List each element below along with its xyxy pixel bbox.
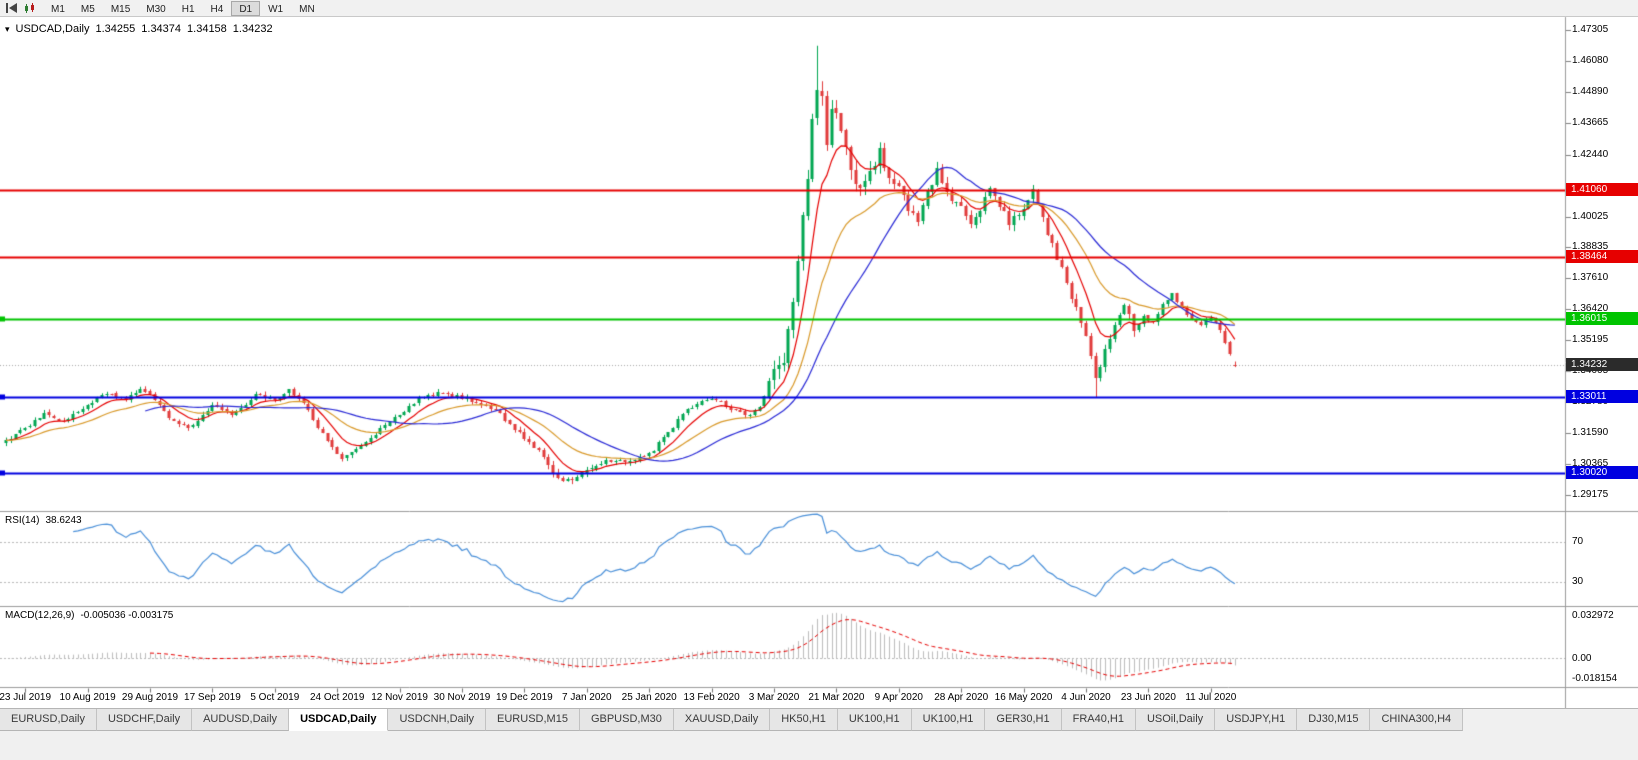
timeframe-button-D1[interactable]: D1 [231, 0, 261, 16]
timeframe-button-H4[interactable]: H4 [210, 3, 224, 15]
date-axis-label: 9 Apr 2020 [874, 692, 923, 703]
timeframe-button-M1[interactable]: M1 [51, 3, 65, 15]
chart-tab-dj30-m15[interactable]: DJ30,M15 [1297, 709, 1371, 731]
chart-tab-eurusd-m15[interactable]: EURUSD,M15 [486, 709, 580, 731]
chart-tab-uk100-h1[interactable]: UK100,H1 [911, 709, 986, 731]
chart-marker-icon: ▾ [5, 23, 10, 34]
date-axis-label: 29 Aug 2019 [121, 692, 179, 703]
hline-price-tag: 1.30020 [1566, 466, 1638, 479]
price-axis-label: 1.29175 [1572, 488, 1609, 500]
price-axis-label: 1.36420 [1572, 303, 1609, 315]
timeframe-button-W1[interactable]: W1 [268, 3, 284, 15]
timeframe-button-M30[interactable]: M30 [146, 3, 166, 15]
date-axis-label: 23 Jun 2020 [1120, 692, 1176, 703]
chart-tab-bar: EURUSD,Daily USDCHF,Daily AUDUSD,Daily USDC… [0, 708, 1638, 760]
hline-price-tag: 1.36015 [1566, 312, 1638, 325]
date-axis-label: 19 Dec 2019 [496, 692, 553, 703]
hline-price-tag: 1.41060 [1566, 183, 1638, 196]
chart-close-value: 1.34232 [232, 23, 273, 35]
rsi-level-label: 70 [1572, 536, 1584, 547]
timeframe-button-MN[interactable]: MN [299, 3, 315, 15]
price-axis-label: 1.40025 [1572, 210, 1609, 222]
date-axis-label: 7 Jan 2020 [562, 692, 612, 703]
timeframe-button-M5[interactable]: M5 [80, 3, 95, 15]
chart-tab-uk100-h1[interactable]: UK100,H1 [837, 709, 912, 731]
timeframe-button-H1[interactable]: H1 [181, 3, 195, 15]
macd-name: MACD(12,26,9) [5, 610, 75, 621]
price-axis-label: 1.35195 [1572, 334, 1609, 346]
price-axis-label: 1.44890 [1572, 85, 1609, 97]
date-axis-label: 24 Oct 2019 [309, 692, 365, 703]
chart-tab-usoil-daily[interactable]: USOil,Daily [1135, 709, 1216, 731]
price-axis-label: 1.37610 [1572, 272, 1609, 284]
current-price-tag: 1.34232 [1566, 358, 1638, 371]
scroll-start-icon[interactable] [3, 1, 21, 16]
date-axis-label: 5 Oct 2019 [250, 692, 300, 703]
chart-low-value: 1.34158 [187, 23, 227, 35]
date-axis-label: 25 Jan 2020 [621, 692, 677, 703]
rsi-name: RSI(14) [5, 515, 40, 526]
price-axis-label: 1.43665 [1572, 117, 1609, 129]
rsi-indicator-label: RSI(14) 38.6243 [5, 515, 82, 526]
chart-tab-usdchf-daily[interactable]: USDCHF,Daily [96, 709, 193, 731]
price-chart-canvas[interactable] [0, 0, 1638, 708]
date-axis-label: 28 Apr 2020 [934, 692, 989, 703]
chart-symbol-label: USDCAD,Daily [15, 23, 90, 35]
candlestick-chart-icon[interactable] [21, 1, 39, 16]
date-axis-label: 16 May 2020 [994, 692, 1053, 703]
chart-tab-fra40-h1[interactable]: FRA40,H1 [1061, 709, 1136, 731]
chart-tab-audusd-daily[interactable]: AUDUSD,Daily [192, 709, 290, 731]
price-axis-label: 1.38835 [1572, 241, 1609, 253]
date-axis-label: 4 Jun 2020 [1061, 692, 1111, 703]
date-axis-label: 17 Sep 2019 [184, 692, 241, 703]
hline-price-tag: 1.38464 [1566, 250, 1638, 263]
hline-price-tag: 1.33011 [1566, 390, 1638, 403]
date-axis-label: 23 Jul 2019 [0, 692, 52, 703]
price-axis-label: 1.30365 [1572, 458, 1609, 470]
macd-scale-label: 0.00 [1572, 652, 1592, 664]
date-axis-label: 11 Jul 2020 [1185, 692, 1237, 703]
timeframe-buttons: M1 M5 M15 M30 H1 H4 D1 W1 MN [43, 0, 323, 16]
chart-tab-ger30-h1[interactable]: GER30,H1 [985, 709, 1062, 731]
date-axis-label: 12 Nov 2019 [371, 692, 428, 703]
chart-tab-xauusd-daily[interactable]: XAUUSD,Daily [673, 709, 771, 731]
date-axis-label: 3 Mar 2020 [748, 692, 800, 703]
date-axis-label: 30 Nov 2019 [433, 692, 491, 703]
rsi-value: 38.6243 [45, 515, 82, 526]
timeframe-toolbar: M1 M5 M15 M30 H1 H4 D1 W1 MN [0, 0, 1638, 17]
macd-scale-label: -0.018154 [1572, 673, 1618, 684]
chart-tab-usdcad-daily[interactable]: USDCAD,Daily [289, 709, 389, 731]
price-axis-label: 1.42440 [1572, 148, 1609, 160]
date-axis-label: 13 Feb 2020 [683, 692, 740, 703]
chart-title: ▾ USDCAD,Daily 1.34255 1.34374 1.34158 1… [5, 23, 273, 35]
macd-indicator-label: MACD(12,26,9) -0.005036 -0.003175 [5, 610, 173, 621]
date-axis-label: 10 Aug 2019 [59, 692, 116, 703]
chart-high-value: 1.34374 [141, 23, 182, 35]
chart-tab-usdjpy-h1[interactable]: USDJPY,H1 [1215, 709, 1298, 731]
price-axis-label: 1.31590 [1572, 426, 1609, 438]
price-axis-label: 1.47305 [1572, 23, 1609, 35]
chart-tab-hk50-h1[interactable]: HK50,H1 [770, 709, 838, 731]
rsi-level-label: 30 [1572, 576, 1584, 587]
price-axis-label: 1.46080 [1572, 55, 1609, 67]
date-axis-label: 21 Mar 2020 [808, 692, 865, 703]
timeframe-button-M15[interactable]: M15 [110, 3, 131, 15]
chart-open-value: 1.34255 [95, 23, 136, 35]
chart-tab-usdcnh-daily[interactable]: USDCNH,Daily [388, 709, 487, 731]
macd-values: -0.005036 -0.003175 [80, 610, 174, 621]
macd-scale-label: 0.032972 [1572, 610, 1614, 621]
chart-tab-china300-h4[interactable]: CHINA300,H4 [1370, 709, 1464, 731]
chart-tab-eurusd-daily[interactable]: EURUSD,Daily [0, 709, 97, 731]
chart-tab-gbpusd-m30[interactable]: GBPUSD,M30 [579, 709, 674, 731]
